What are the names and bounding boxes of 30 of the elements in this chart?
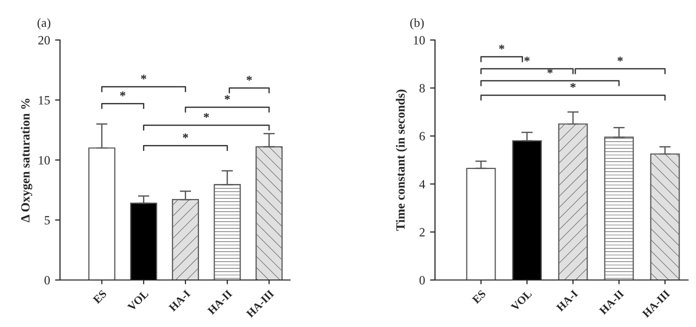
annotation: * — [141, 74, 146, 80]
y-axis-title: Δ Oxygen saturation % — [20, 98, 32, 222]
y-tick-label: 8 — [420, 84, 425, 92]
annotation: * — [224, 95, 230, 100]
y-tick-label: 5 — [44, 216, 50, 224]
y-axis-title: Time constant (in seconds) — [396, 90, 408, 231]
annotation: * — [618, 56, 623, 62]
annotation: * — [246, 76, 252, 81]
y-tick-label: 0 — [420, 276, 425, 284]
chart-title: (a) — [38, 18, 50, 30]
annotation: * — [204, 113, 209, 118]
chart-title: (b) — [410, 18, 424, 30]
x-tick-label: VOL — [510, 290, 532, 312]
x-tick-label: ES — [472, 290, 486, 304]
annotation: * — [570, 83, 576, 88]
y-tick-label: 0 — [44, 276, 50, 284]
annotation: * — [120, 91, 126, 96]
x-tick-label: VOL — [127, 290, 149, 312]
annotation: * — [524, 56, 530, 62]
y-tick-label: 6 — [420, 132, 425, 140]
y-tick-label: 10 — [414, 36, 425, 44]
y-tick-label: 4 — [419, 180, 426, 188]
x-tick-label: ES — [92, 290, 108, 304]
annotation: * — [182, 133, 188, 138]
y-tick-label: 2 — [420, 228, 425, 236]
y-tick-label: 20 — [38, 36, 50, 44]
y-tick-label: 15 — [38, 96, 50, 104]
annotation: * — [499, 44, 504, 50]
y-tick-label: 10 — [38, 156, 50, 164]
annotation: * — [547, 68, 553, 74]
